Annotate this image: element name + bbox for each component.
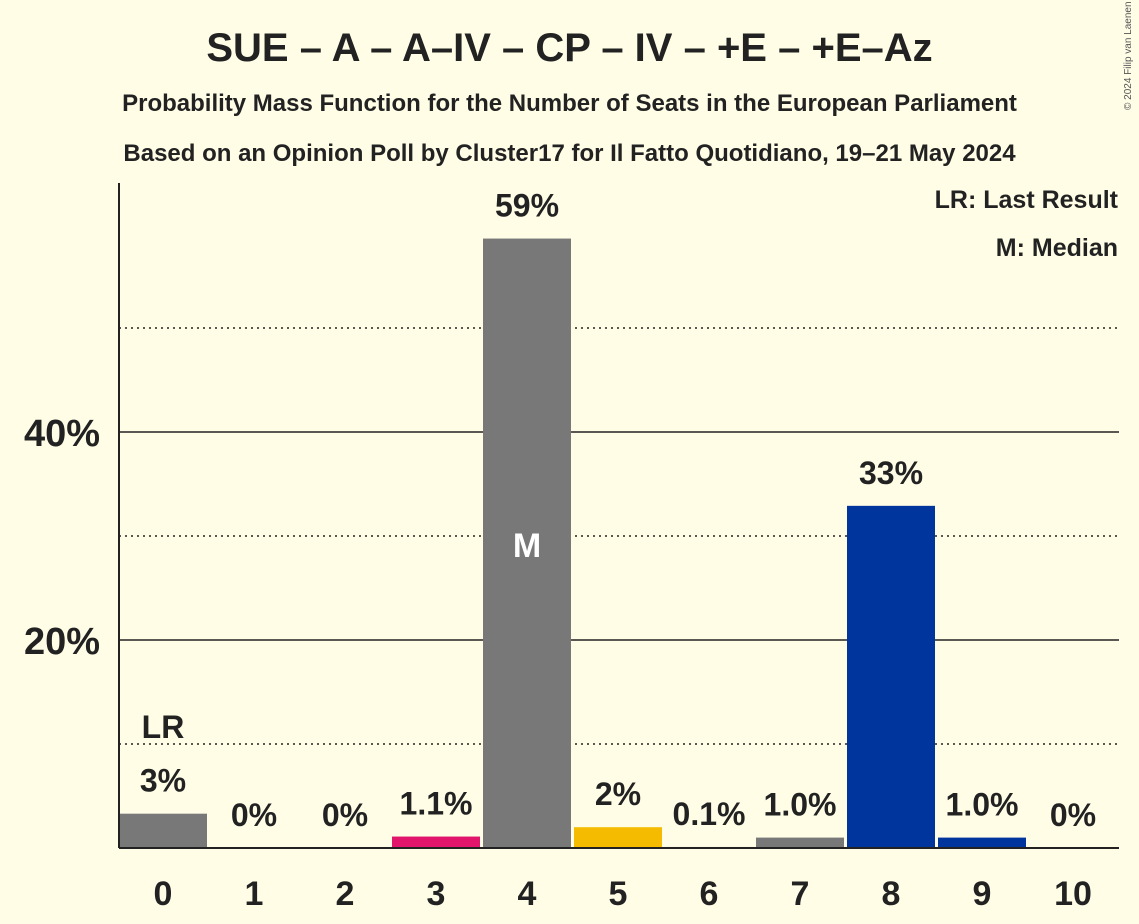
value-label-6: 0.1% [673, 796, 746, 832]
bar-7 [756, 837, 844, 848]
bar-8 [847, 505, 935, 848]
value-label-2: 0% [322, 797, 368, 833]
y-tick-label: 40% [24, 413, 100, 455]
bar-3 [392, 836, 480, 848]
value-label-0: 3% [140, 763, 186, 799]
x-tick-label-0: 0 [154, 875, 173, 913]
bar-4 [483, 238, 571, 848]
x-tick-label-7: 7 [791, 875, 810, 913]
y-tick-label: 20% [24, 621, 100, 663]
x-tick-label-8: 8 [882, 875, 901, 913]
value-label-1: 0% [231, 797, 277, 833]
x-tick-label-9: 9 [973, 875, 992, 913]
x-tick-label-2: 2 [336, 875, 355, 913]
chart-subtitle: Probability Mass Function for the Number… [122, 90, 1017, 117]
last-result-marker: LR [142, 709, 185, 745]
x-tick-label-5: 5 [609, 875, 628, 913]
value-label-7: 1.0% [764, 787, 837, 823]
bar-9 [938, 837, 1026, 848]
median-marker: M [513, 527, 541, 565]
x-tick-label-10: 10 [1054, 875, 1092, 913]
x-tick-label-3: 3 [427, 875, 446, 913]
value-label-9: 1.0% [946, 787, 1019, 823]
legend-last-result: LR: Last Result [934, 186, 1118, 214]
x-tick-label-6: 6 [700, 875, 719, 913]
value-label-8: 33% [859, 455, 923, 491]
value-label-3: 1.1% [400, 786, 473, 822]
value-label-10: 0% [1050, 797, 1096, 833]
value-label-5: 2% [595, 776, 641, 812]
bar-5 [574, 827, 662, 848]
x-tick-label-4: 4 [518, 875, 537, 913]
chart-source: Based on an Opinion Poll by Cluster17 fo… [123, 140, 1016, 167]
value-label-4: 59% [495, 188, 559, 224]
x-tick-label-1: 1 [245, 875, 264, 913]
legend-median: M: Median [995, 234, 1118, 262]
bar-0 [119, 813, 207, 848]
chart-title: SUE – A – A–IV – CP – IV – +E – +E–Az [206, 26, 933, 70]
